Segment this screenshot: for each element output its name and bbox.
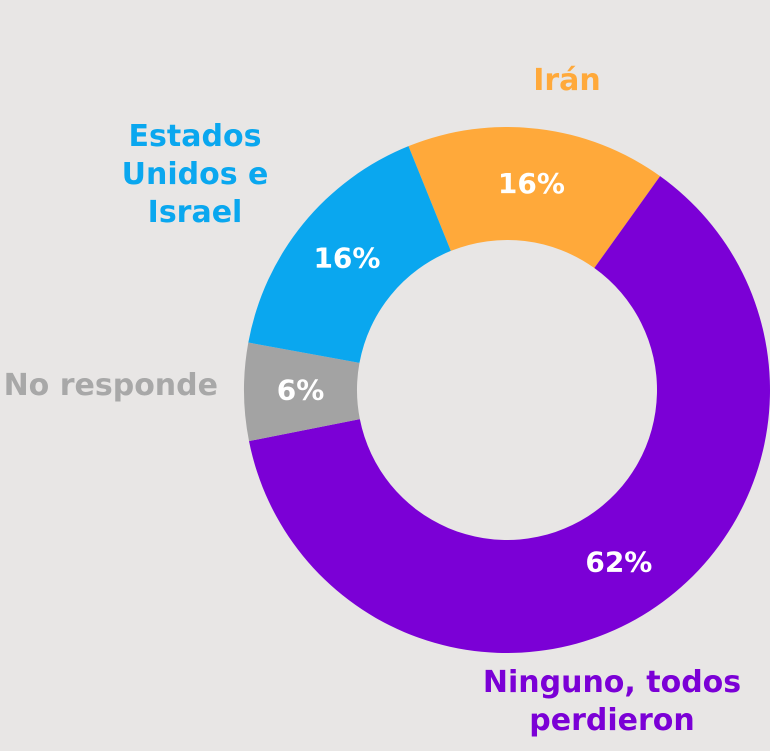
value-label: 62%	[585, 546, 652, 579]
slice	[408, 127, 661, 269]
value-label: 16%	[313, 241, 380, 274]
value-label: 16%	[498, 167, 565, 200]
value-label: 6%	[277, 373, 325, 406]
slice	[248, 146, 451, 363]
slice	[249, 176, 770, 654]
slice	[244, 342, 360, 442]
category-label: Irán	[533, 63, 601, 98]
category-label: Ninguno, todos perdieron	[482, 665, 742, 738]
category-label: No responde	[3, 368, 218, 403]
category-label: Estados Unidos e Israel	[121, 119, 269, 230]
